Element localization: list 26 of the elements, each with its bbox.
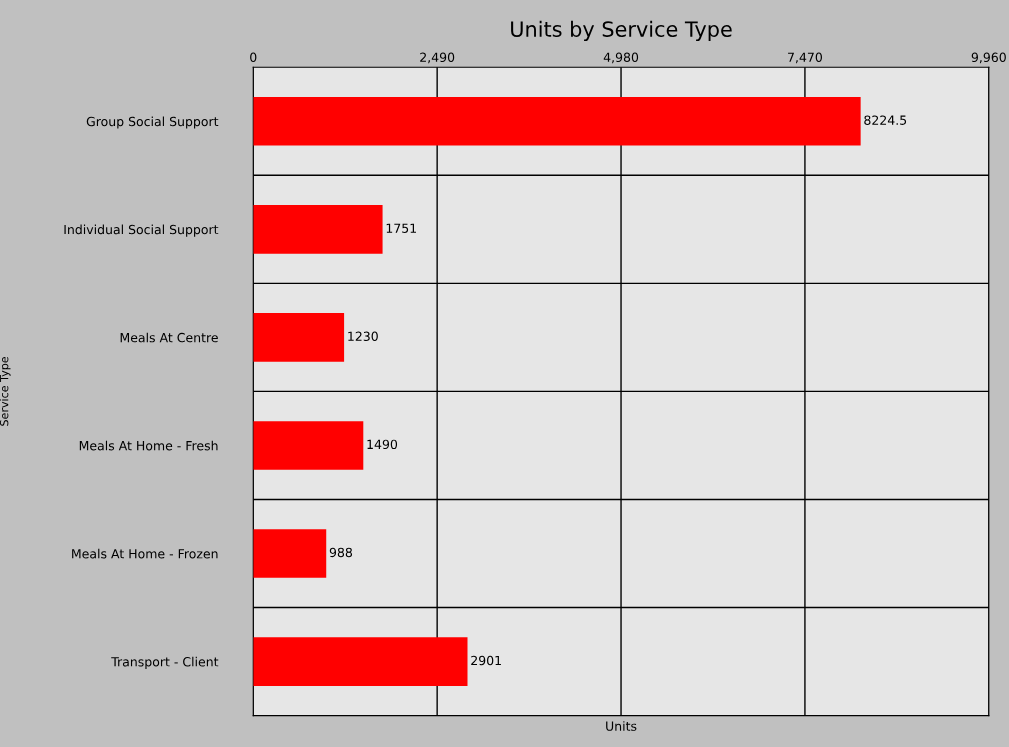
data-label: 2901 [471,655,501,666]
data-label: 1230 [348,331,378,342]
x-tick-label: 4,980 [603,52,639,64]
data-label: 1490 [367,439,398,450]
bar [253,96,861,146]
data-label: 1751 [386,223,417,233]
bar [253,313,345,362]
x-axis-title: Units [606,721,637,731]
bar [253,529,327,578]
y-tick-label: Meals At Home - Frozen [72,548,218,559]
y-tick-label: Meals At Home - Fresh [79,440,218,451]
x-tick-label: 9,960 [971,52,1006,64]
data-label: 8224.5 [864,115,907,125]
y-tick-label: Meals At Centre [120,332,218,343]
x-tick-label: 0 [250,52,257,63]
bar [253,421,364,470]
x-tick-label: 2,490 [420,52,455,64]
y-tick-label: Group Social Support [86,116,219,129]
bar [253,637,468,686]
y-tick-label: Transport - Client [111,656,219,669]
y-axis-title: Service Type [0,356,11,426]
x-tick-label: 7,470 [788,52,822,64]
bar [253,205,383,254]
y-tick-label: Individual Social Support [64,224,219,237]
chart-title: Units by Service Type [511,20,732,42]
data-label: 988 [329,547,353,558]
